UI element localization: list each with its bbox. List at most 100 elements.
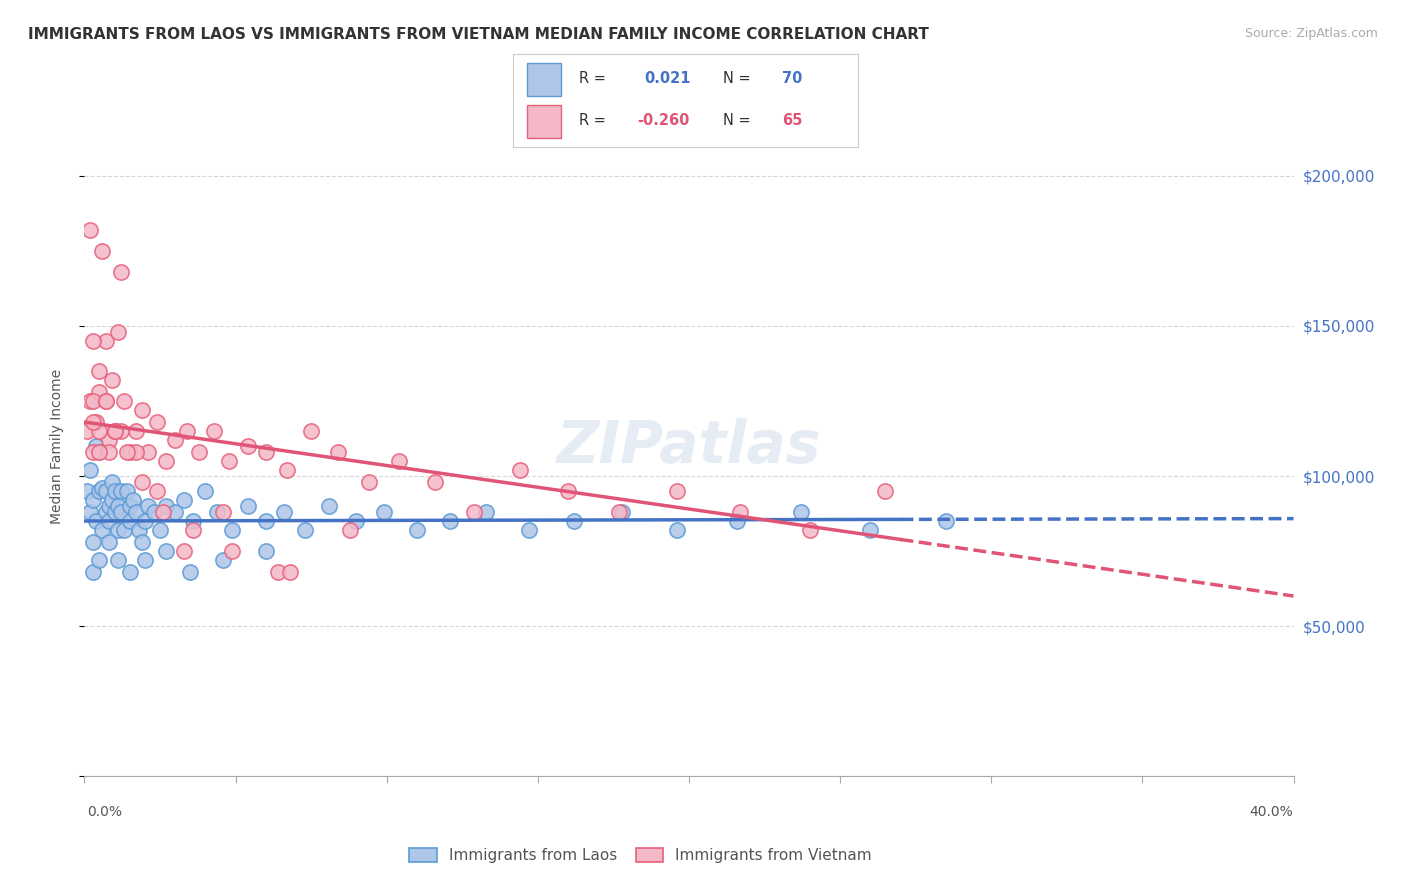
Point: [112, 394, 135, 409]
Point: [146, 415, 169, 429]
Point: [254, 445, 277, 459]
Point: [357, 475, 380, 489]
Point: [212, 505, 235, 519]
Point: [267, 565, 290, 579]
Point: [149, 523, 172, 537]
Point: [82, 565, 104, 579]
Point: [221, 523, 243, 537]
Point: [388, 454, 411, 468]
Point: [278, 565, 301, 579]
Point: [79, 505, 101, 519]
Point: [82, 415, 104, 429]
Point: [125, 424, 148, 438]
Point: [97, 535, 120, 549]
Point: [423, 475, 446, 489]
Point: [165, 433, 187, 447]
Point: [181, 523, 204, 537]
Point: [97, 514, 120, 528]
Point: [176, 424, 198, 438]
Point: [155, 544, 177, 558]
Point: [118, 445, 141, 459]
Point: [146, 483, 169, 498]
Point: [110, 483, 132, 498]
Point: [173, 544, 195, 558]
Point: [82, 445, 104, 459]
Point: [82, 535, 104, 549]
Point: [94, 334, 117, 348]
Point: [665, 483, 688, 498]
Point: [665, 523, 688, 537]
Point: [76, 483, 98, 498]
Point: [79, 394, 101, 409]
Point: [82, 493, 104, 508]
Point: [89, 483, 111, 498]
Point: [218, 454, 240, 468]
Point: [131, 403, 153, 417]
Point: [82, 394, 104, 409]
Point: [202, 424, 225, 438]
Point: [107, 523, 129, 537]
Text: IMMIGRANTS FROM LAOS VS IMMIGRANTS FROM VIETNAM MEDIAN FAMILY INCOME CORRELATION: IMMIGRANTS FROM LAOS VS IMMIGRANTS FROM …: [28, 27, 929, 42]
Point: [118, 499, 141, 513]
Point: [346, 514, 368, 528]
Point: [212, 553, 235, 567]
Point: [475, 505, 498, 519]
Point: [107, 325, 129, 339]
Point: [221, 544, 243, 558]
Point: [254, 544, 277, 558]
Point: [134, 514, 156, 528]
Point: [82, 334, 104, 348]
Point: [86, 415, 108, 429]
Point: [155, 499, 177, 513]
Point: [142, 505, 165, 519]
Point: [373, 505, 395, 519]
Point: [173, 493, 195, 508]
Point: [790, 505, 813, 519]
Point: [79, 463, 101, 477]
Point: [463, 505, 485, 519]
Point: [118, 565, 141, 579]
Text: 0.021: 0.021: [644, 71, 690, 87]
Point: [97, 445, 120, 459]
Point: [125, 505, 148, 519]
Point: [730, 505, 752, 519]
Point: [100, 493, 122, 508]
Point: [562, 514, 585, 528]
Point: [125, 445, 148, 459]
Point: [136, 445, 159, 459]
Text: 65: 65: [782, 113, 803, 128]
Point: [89, 424, 111, 438]
Point: [104, 505, 127, 519]
Point: [107, 499, 129, 513]
Point: [104, 483, 127, 498]
Point: [128, 523, 150, 537]
Point: [94, 505, 117, 519]
Point: [79, 223, 101, 237]
Point: [76, 424, 98, 438]
Point: [179, 565, 201, 579]
Point: [236, 439, 259, 453]
Point: [86, 439, 108, 453]
Point: [406, 523, 429, 537]
Point: [859, 523, 882, 537]
Point: [165, 505, 187, 519]
Legend: Immigrants from Laos, Immigrants from Vietnam: Immigrants from Laos, Immigrants from Vi…: [402, 840, 880, 871]
Point: [91, 244, 114, 258]
Text: ZIPatlas: ZIPatlas: [557, 417, 821, 475]
Point: [89, 445, 111, 459]
Point: [107, 553, 129, 567]
Point: [100, 475, 122, 489]
Point: [273, 505, 295, 519]
Point: [194, 483, 217, 498]
Point: [439, 514, 461, 528]
Point: [155, 454, 177, 468]
Point: [91, 481, 114, 495]
Point: [299, 424, 322, 438]
Point: [110, 505, 132, 519]
Text: -0.260: -0.260: [637, 113, 689, 128]
Text: 70: 70: [782, 71, 803, 87]
Text: 0.0%: 0.0%: [87, 805, 122, 819]
Point: [121, 493, 143, 508]
Point: [97, 433, 120, 447]
Point: [115, 445, 138, 459]
